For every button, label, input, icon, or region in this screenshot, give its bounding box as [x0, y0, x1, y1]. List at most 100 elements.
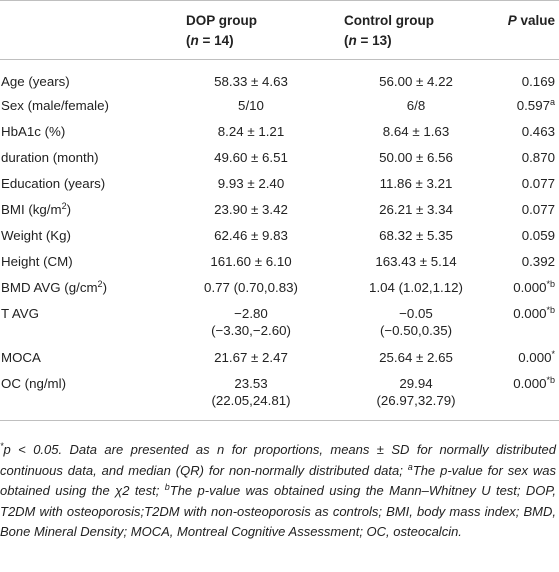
dop-cell: 0.77 (0.70,0.83) [163, 275, 325, 301]
p-value-superscript: * [551, 348, 555, 359]
header-control-title: Control group [344, 13, 434, 28]
p-value-text: 0.870 [521, 149, 555, 165]
row-label-text: duration (month) [1, 149, 99, 165]
footnote-text-3: The p-value was obtained using the Mann–… [0, 483, 556, 539]
p-value-text: 0.000 [513, 375, 547, 391]
header-dop-title: DOP group [186, 13, 258, 28]
dop-cell: 58.33 ± 4.63 [163, 59, 325, 93]
row-label-tail: ) [66, 201, 72, 217]
p-value-cell: 0.870 [485, 145, 559, 171]
dop-cell: −2.80 (−3.30,−2.60) [163, 301, 325, 345]
table-row: Age (years) 58.33 ± 4.63 56.00 ± 4.22 0.169 [0, 59, 559, 93]
row-label-text: BMI (kg/m [1, 201, 62, 217]
row-label: OC (ng/ml) [0, 370, 163, 421]
row-label: HbA1c (%) [0, 119, 163, 145]
header-dop-n: (n = 14) [186, 33, 234, 48]
table-row: OC (ng/ml) 23.53 (22.05,24.81) 29.94 (26.97,… [0, 370, 559, 421]
p-value-text: 0.000 [518, 349, 552, 365]
p-value-text: 0.000 [513, 305, 547, 321]
row-label-text: T AVG [1, 305, 39, 321]
p-value-superscript: *b [546, 374, 555, 385]
footnote-mark-b: b [164, 482, 170, 492]
control-cell-value: 11.86 ± 3.21 [379, 175, 453, 191]
row-label-text: Height (CM) [1, 253, 73, 269]
control-cell-value: 26.21 ± 3.34 [379, 201, 453, 217]
footnote-mark-a: a [407, 461, 413, 472]
control-cell-value: 163.43 ± 5.14 [375, 253, 457, 269]
control-cell: 11.86 ± 3.21 [325, 171, 485, 197]
dop-cell: 9.93 ± 2.40 [163, 171, 325, 197]
dop-cell: 21.67 ± 2.47 [163, 345, 325, 371]
control-cell: 25.64 ± 2.65 [325, 345, 485, 371]
dop-cell-range: (22.05,24.81) [211, 392, 291, 408]
header-p-value: P value [485, 1, 559, 60]
p-value-text: 0.077 [521, 175, 555, 191]
control-cell-value: 1.04 (1.02,1.12) [369, 279, 463, 295]
p-value-superscript: *b [546, 278, 555, 289]
row-label-text: BMD AVG (g/cm [1, 279, 98, 295]
control-cell: −0.05 (−0.50,0.35) [325, 301, 485, 345]
table-row: BMD AVG (g/cm2) 0.77 (0.70,0.83) 1.04 (1.0… [0, 275, 559, 301]
row-label-superscript: 2 [61, 200, 67, 211]
p-value-cell: 0.000*b [485, 275, 559, 301]
header-p-rest: value [516, 13, 555, 28]
p-value-text: 0.059 [521, 227, 555, 243]
control-cell-value: 68.32 ± 5.35 [379, 227, 453, 243]
p-value-text: 0.077 [521, 201, 555, 217]
row-label: BMD AVG (g/cm2) [0, 275, 163, 301]
p-value-text: 0.392 [521, 253, 555, 269]
control-cell: 56.00 ± 4.22 [325, 59, 485, 93]
p-value-text: 0.169 [521, 74, 555, 89]
header-control-n: (n = 13) [344, 33, 392, 48]
row-label-text: HbA1c (%) [1, 123, 66, 139]
control-cell: 68.32 ± 5.35 [325, 223, 485, 249]
p-value-text: 0.597 [516, 97, 550, 113]
p-value-cell: 0.077 [485, 197, 559, 223]
table-row: Height (CM) 161.60 ± 6.10 163.43 ± 5.14 0.3… [0, 249, 559, 275]
table-row: Weight (Kg) 62.46 ± 9.83 68.32 ± 5.35 0.059 [0, 223, 559, 249]
dop-cell: 161.60 ± 6.10 [163, 249, 325, 275]
row-label: Sex (male/female) [0, 93, 163, 119]
control-cell: 26.21 ± 3.34 [325, 197, 485, 223]
dop-cell-value: 21.67 ± 2.47 [214, 349, 288, 365]
table-row: Education (years) 9.93 ± 2.40 11.86 ± 3.21… [0, 171, 559, 197]
control-cell-range: (26.97,32.79) [376, 392, 456, 408]
dop-cell: 49.60 ± 6.51 [163, 145, 325, 171]
p-value-cell: 0.000* [485, 345, 559, 371]
footnote-text-1: p < 0.05. Data are presented as n for pr… [0, 442, 556, 478]
dop-cell: 5/10 [163, 93, 325, 119]
row-label: Education (years) [0, 171, 163, 197]
dop-cell-value: 23.53 [234, 375, 268, 391]
table-body: Age (years) 58.33 ± 4.63 56.00 ± 4.22 0.169… [0, 59, 559, 421]
control-cell: 163.43 ± 5.14 [325, 249, 485, 275]
table-row: MOCA 21.67 ± 2.47 25.64 ± 2.65 0.000* [0, 345, 559, 371]
dop-cell-value: 8.24 ± 1.21 [217, 123, 285, 139]
row-label: Weight (Kg) [0, 223, 163, 249]
dop-cell-value: 58.33 ± 4.63 [214, 74, 288, 89]
row-label: Age (years) [0, 59, 163, 93]
row-label-text: MOCA [1, 349, 41, 365]
p-value-cell: 0.463 [485, 119, 559, 145]
comparison-table: DOP group (n = 14) Control group (n = 13… [0, 0, 559, 421]
control-cell: 50.00 ± 6.56 [325, 145, 485, 171]
table-row: HbA1c (%) 8.24 ± 1.21 8.64 ± 1.63 0.463 [0, 119, 559, 145]
dop-cell-value: 9.93 ± 2.40 [217, 175, 285, 191]
dop-cell-value: 0.77 (0.70,0.83) [204, 279, 298, 295]
control-cell-value: 50.00 ± 6.56 [379, 149, 453, 165]
dop-cell: 23.90 ± 3.42 [163, 197, 325, 223]
table-header-row: DOP group (n = 14) Control group (n = 13… [0, 0, 559, 60]
header-dop-group: DOP group (n = 14) [163, 1, 325, 60]
table-row: T AVG −2.80 (−3.30,−2.60) −0.05 (−0.50,0.35)… [0, 301, 559, 345]
row-label-text: Weight (Kg) [1, 227, 71, 243]
dop-cell: 23.53 (22.05,24.81) [163, 370, 325, 421]
p-value-cell: 0.000*b [485, 301, 559, 345]
control-cell-value: −0.05 [399, 305, 433, 321]
p-value-text: 0.000 [513, 279, 547, 295]
dop-cell-value: 23.90 ± 3.42 [214, 201, 288, 217]
table-footnote: *p < 0.05. Data are presented as n for p… [0, 440, 556, 543]
footnote-text-2: The p-value for sex was obtained using t… [0, 462, 556, 499]
dop-cell: 62.46 ± 9.83 [163, 223, 325, 249]
p-value-cell: 0.077 [485, 171, 559, 197]
row-label-superscript: 2 [97, 278, 103, 289]
